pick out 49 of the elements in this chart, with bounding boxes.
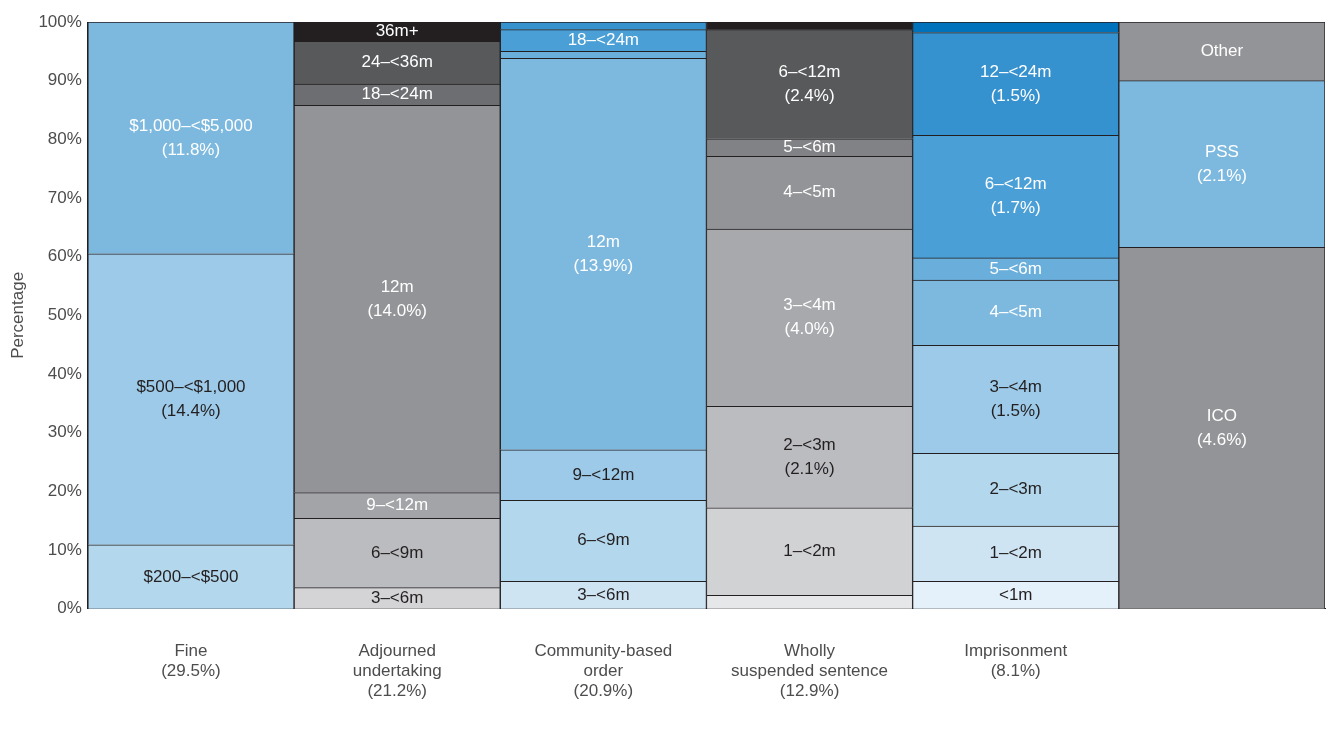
series-label: 12–<24m (1.5%): [980, 61, 1052, 105]
series-label: 18–<24m: [567, 30, 640, 50]
y-tick-label: 60%: [47, 246, 82, 266]
y-tick-label: 90%: [47, 70, 82, 90]
series-label: 6–<12m (1.7%): [984, 174, 1047, 218]
series-label: 9–<12m: [366, 495, 429, 515]
series-label: 36m+: [375, 21, 419, 41]
series-label: 4–<5m: [783, 182, 836, 202]
series-label: 9–<12m: [572, 464, 635, 484]
series-label: 3–<4m (4.0%): [783, 295, 836, 339]
x-tick-label: Adjourned undertaking (21.2%): [352, 640, 442, 701]
series-label: 5–<6m: [989, 258, 1042, 278]
series-label: $500–<$1,000 (14.4%): [136, 377, 246, 420]
series-label: 3–<6m: [370, 587, 424, 607]
series-label: 6–<9m: [577, 530, 630, 550]
y-tick-label: 50%: [47, 305, 82, 325]
y-tick-label: 0%: [57, 598, 82, 618]
x-tick-label: Community-based order (20.9%): [534, 640, 673, 701]
x-tick-label: Fine (29.5%): [161, 640, 221, 681]
series-label: PSS (2.1%): [1196, 141, 1247, 185]
series-label: 24–<36m: [361, 52, 433, 72]
series-label: 3–<6m: [577, 584, 630, 604]
series-label: <1m: [998, 584, 1033, 604]
series-label: 6–<12m (2.4%): [778, 61, 841, 105]
series-label: 6–<9m: [370, 542, 424, 562]
y-tick-label: 100%: [38, 11, 82, 31]
series-label: 12m (14.0%): [367, 276, 427, 320]
y-tick-label: 70%: [47, 187, 82, 207]
series-label: 1–<2m: [783, 541, 836, 561]
series-label: 18–<24m: [361, 84, 433, 104]
series-label: $1,000–<$5,000 (11.8%): [129, 115, 253, 159]
series-label: $200–<$500: [143, 566, 239, 586]
series-label: 5–<6m: [783, 137, 836, 157]
series-label: 1–<2m: [989, 543, 1042, 563]
y-tick-label: 30%: [47, 422, 82, 442]
y-tick-label: 10%: [47, 539, 82, 559]
series-label: 4–<5m: [989, 302, 1042, 322]
series-label: 12m (13.9%): [573, 231, 634, 275]
y-tick-label: 40%: [47, 363, 82, 383]
y-tick-label: 20%: [47, 481, 82, 501]
series-label: 2–<3m: [989, 479, 1042, 499]
series-label: ICO (4.6%): [1196, 405, 1247, 449]
x-tick-label: Wholly suspended sentence (12.9%): [731, 640, 888, 701]
y-tick-label: 80%: [47, 129, 82, 149]
y-axis-title: Percentage: [7, 271, 27, 359]
x-tick-label: Imprisonment (8.1%): [964, 640, 1068, 681]
series-label: 3–<4m (1.5%): [989, 377, 1042, 420]
series-label: Other: [1200, 41, 1244, 61]
series-label: 2–<3m (2.1%): [783, 434, 836, 478]
